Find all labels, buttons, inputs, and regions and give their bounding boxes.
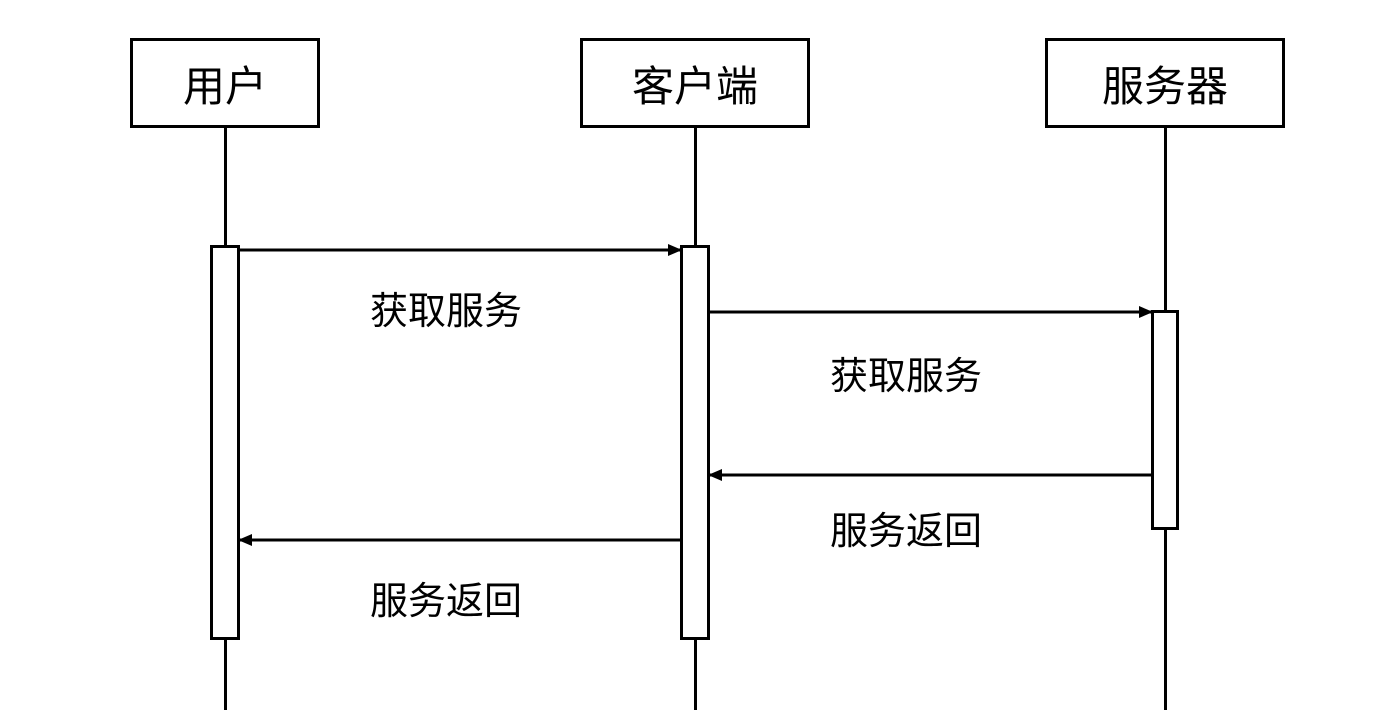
actor-user-label: 用户 bbox=[183, 53, 267, 114]
activation-server bbox=[1151, 310, 1179, 530]
sequence-diagram: 用户 客户端 服务器 获取服务 获取服务 服务返回 服务返回 bbox=[0, 0, 1379, 724]
actor-client-label: 客户端 bbox=[632, 53, 758, 114]
msg-label-2: 获取服务 bbox=[830, 345, 982, 400]
actor-server-box: 服务器 bbox=[1045, 38, 1285, 128]
msg-label-4: 服务返回 bbox=[370, 570, 522, 625]
actor-user-box: 用户 bbox=[130, 38, 320, 128]
activation-client bbox=[680, 245, 710, 640]
msg-label-3: 服务返回 bbox=[830, 500, 982, 555]
actor-client-box: 客户端 bbox=[580, 38, 810, 128]
activation-user bbox=[210, 245, 240, 640]
actor-server-label: 服务器 bbox=[1102, 53, 1228, 114]
msg-label-1: 获取服务 bbox=[370, 280, 522, 335]
